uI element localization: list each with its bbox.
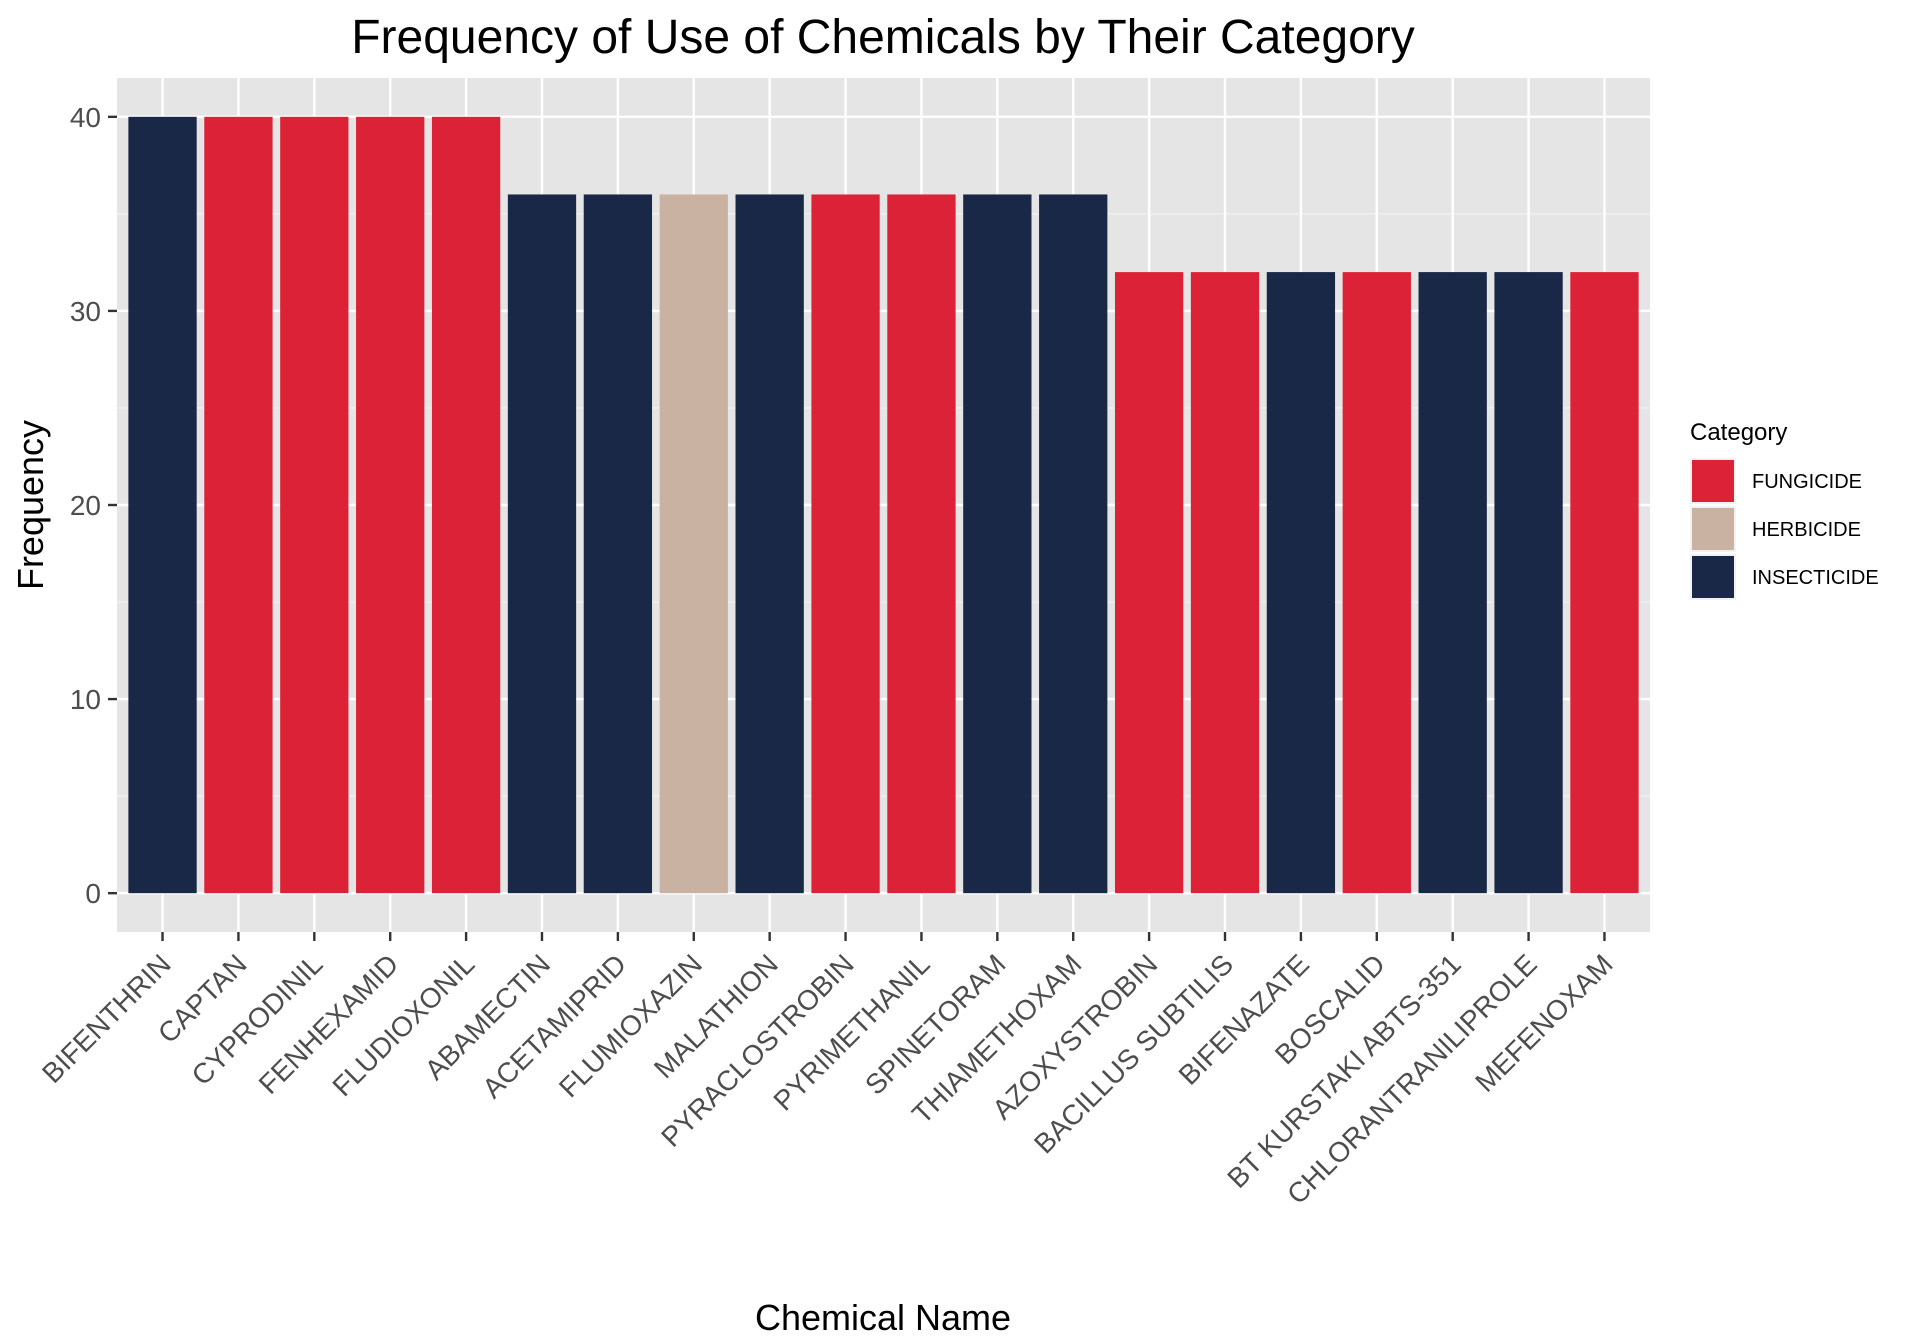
y-axis-title: Frequency bbox=[10, 420, 51, 590]
bar-acetamiprid bbox=[583, 194, 653, 894]
bar-boscalid bbox=[1342, 272, 1411, 894]
x-axis-title: Chemical Name bbox=[755, 1297, 1011, 1338]
legend-label: INSECTICIDE bbox=[1752, 567, 1879, 589]
legend-label: FUNGICIDE bbox=[1752, 471, 1862, 493]
y-tick-label: 10 bbox=[70, 684, 101, 715]
y-tick-label: 40 bbox=[70, 102, 101, 133]
legend-swatch bbox=[1692, 460, 1734, 502]
bar-captan bbox=[204, 116, 273, 894]
bar-fludioxonil bbox=[431, 116, 501, 894]
legend-swatch bbox=[1692, 508, 1734, 550]
y-tick-label: 0 bbox=[85, 878, 101, 909]
bar-bifenthrin bbox=[128, 116, 197, 894]
bar-mefenoxam bbox=[1570, 272, 1639, 894]
bars bbox=[128, 116, 1639, 894]
bar-cyprodinil bbox=[280, 116, 349, 894]
bar-bacillus-subtilis bbox=[1190, 272, 1260, 894]
bar-spinetoram bbox=[963, 194, 1032, 894]
chart-title: Frequency of Use of Chemicals by Their C… bbox=[351, 11, 1415, 64]
y-axis: 0 10 20 30 40 bbox=[70, 102, 117, 909]
bar-chlorantraniliprole bbox=[1494, 272, 1563, 894]
bar-pyrimethanil bbox=[887, 194, 956, 894]
y-tick-label: 30 bbox=[70, 296, 101, 327]
bar-bifenazate bbox=[1266, 272, 1336, 894]
bar-abamectin bbox=[507, 194, 577, 894]
bar-bt-kurstaki-abts-351 bbox=[1418, 272, 1487, 894]
y-tick-label: 20 bbox=[70, 490, 101, 521]
bar-azoxystrobin bbox=[1114, 272, 1184, 894]
legend-label: HERBICIDE bbox=[1752, 519, 1861, 541]
legend-swatch bbox=[1692, 556, 1734, 598]
x-tick-label: BIFENAZATE bbox=[1173, 948, 1316, 1091]
bar-flumioxazin bbox=[659, 194, 728, 894]
legend: Category FUNGICIDE HERBICIDE INSECTICIDE bbox=[1690, 419, 1879, 600]
bar-fenhexamid bbox=[356, 116, 425, 894]
x-axis: BIFENTHRINCAPTANCYPRODINILFENHEXAMIDFLUD… bbox=[36, 932, 1619, 1210]
x-tick-label: BIFENTHRIN bbox=[36, 948, 177, 1089]
x-tick-label: CYPRODINIL bbox=[186, 948, 329, 1091]
legend-title: Category bbox=[1690, 419, 1787, 446]
bar-thiamethoxam bbox=[1039, 194, 1108, 894]
bar-pyraclostrobin bbox=[811, 194, 880, 894]
bar-malathion bbox=[735, 194, 804, 894]
x-tick-label: MEFENOXAM bbox=[1469, 948, 1619, 1098]
